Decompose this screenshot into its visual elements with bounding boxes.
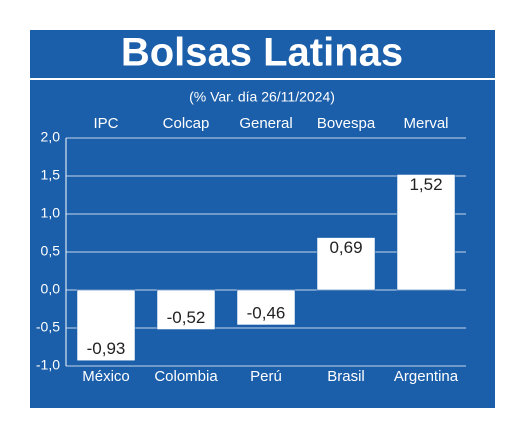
bar xyxy=(316,237,376,291)
chart-title: Bolsas Latinas xyxy=(121,31,403,75)
index-name: Merval xyxy=(403,115,448,132)
value-label: -0,52 xyxy=(167,308,206,327)
x-tick-label: Perú xyxy=(250,368,282,385)
index-name: General xyxy=(239,115,292,132)
value-label: 0,69 xyxy=(329,238,362,257)
y-tick-label: 1,0 xyxy=(41,205,61,221)
x-tick-label: Argentina xyxy=(394,368,459,385)
y-tick-label: -1,0 xyxy=(36,357,60,373)
bar xyxy=(156,289,216,330)
y-tick-label: 2,0 xyxy=(41,129,61,145)
value-label: -0,93 xyxy=(87,339,126,358)
value-label: -0,46 xyxy=(247,303,286,322)
x-tick-label: Colombia xyxy=(154,368,218,385)
chart-subtitle: (% Var. día 26/11/2024) xyxy=(189,89,335,105)
value-label: 1,52 xyxy=(409,175,442,194)
index-name: IPC xyxy=(93,115,118,132)
y-tick-label: 0,0 xyxy=(41,281,61,297)
y-tick-label: 0,5 xyxy=(41,243,61,259)
y-tick-label: 1,5 xyxy=(41,167,61,183)
x-tick-label: México xyxy=(82,368,130,385)
index-name: Colcap xyxy=(163,115,210,132)
bar xyxy=(396,174,456,291)
y-tick-label: -0,5 xyxy=(36,319,60,335)
bar xyxy=(236,289,296,326)
x-tick-label: Brasil xyxy=(327,368,365,385)
index-name: Bovespa xyxy=(317,115,376,132)
bar xyxy=(76,289,136,361)
